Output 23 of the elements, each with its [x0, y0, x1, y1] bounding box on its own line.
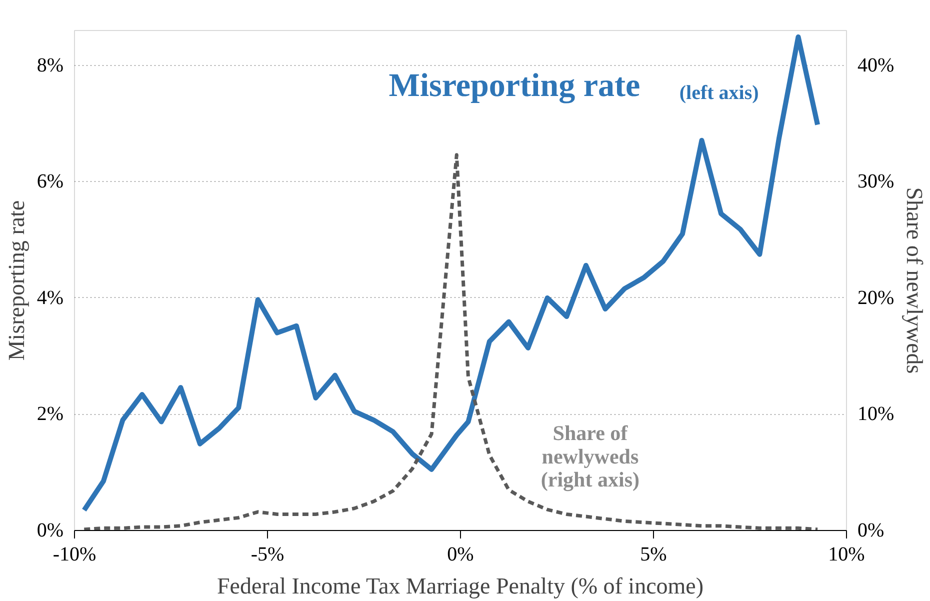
y-tick-label: 4% [36, 286, 64, 309]
annotation: (left axis) [679, 82, 759, 104]
x-tick-label: -5% [250, 544, 284, 566]
y2-tick-label: 40% [858, 54, 894, 76]
y-tick-label: 2% [36, 403, 64, 426]
text: Misreporting rate [388, 68, 640, 104]
y2-tick-label: 0% [858, 520, 884, 542]
y-tick-label: 0% [36, 520, 64, 542]
x-tick-label: -10% [52, 544, 96, 566]
y2-tick-label: 20% [858, 286, 894, 309]
x-tick-label: 10% [828, 544, 865, 566]
series-label: Share of newlyweds [542, 421, 639, 468]
x-tick-label: 5% [640, 544, 667, 566]
line-series [82, 153, 820, 530]
x-tick-label: 0% [447, 544, 474, 566]
y2-tick-label: 10% [858, 403, 894, 426]
annotation: (right axis) [540, 468, 640, 492]
y2-tick-label: 30% [858, 170, 894, 193]
y-axis-title: Misreporting rate [4, 200, 29, 361]
y-tick-label: 6% [36, 170, 64, 193]
y-tick-label: 8% [36, 54, 64, 76]
y2-axis-title: Share of newlyweds [902, 187, 928, 374]
x-axis-title: Federal Income Tax Marriage Penalty (% of income) [217, 574, 704, 598]
